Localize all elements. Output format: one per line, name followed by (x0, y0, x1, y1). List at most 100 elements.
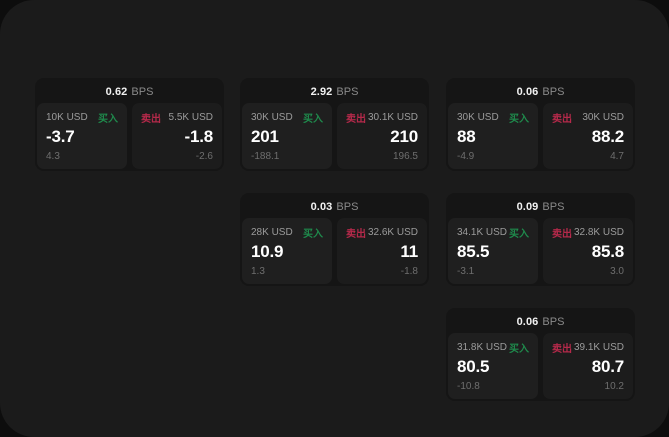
quote-column-2: 2.92 BPS 30K USD 买入 201 -188.1 卖出 (240, 78, 429, 308)
buy-size-label: 31.8K USD (457, 342, 508, 353)
card-header: 2.92 BPS (240, 78, 429, 103)
buy-size-label: 30K USD (457, 112, 499, 123)
sell-delta: 10.2 (604, 381, 624, 392)
buy-panel-header: 10K USD 买入 (46, 111, 118, 125)
buy-panel[interactable]: 31.8K USD 买入 80.5 -10.8 (448, 333, 538, 399)
sell-delta: -2.6 (195, 151, 213, 162)
sell-action-label: 卖出 (552, 229, 572, 240)
sell-price: 11 (400, 242, 418, 261)
sell-price: 88.2 (591, 127, 624, 146)
sell-action-label: 卖出 (141, 114, 161, 125)
buy-price: 201 (251, 127, 279, 146)
card-body: 31.8K USD 买入 80.5 -10.8 卖出 39.1K USD 80.… (446, 333, 635, 401)
bps-unit-label: BPS (542, 201, 565, 213)
bps-value: 0.03 (310, 201, 333, 213)
sell-panel[interactable]: 卖出 32.8K USD 85.8 3.0 (543, 218, 633, 284)
buy-delta: -188.1 (251, 151, 280, 162)
buy-action-label: 买入 (98, 114, 118, 125)
sell-panel[interactable]: 卖出 30.1K USD 210 196.5 (337, 103, 427, 169)
buy-panel-header: 28K USD 买入 (251, 226, 323, 240)
card-header: 0.09 BPS (446, 193, 635, 218)
quote-column-1: 0.62 BPS 10K USD 买入 -3.7 4.3 卖出 (35, 78, 224, 193)
sell-size-label: 5.5K USD (168, 112, 213, 123)
bps-value: 0.06 (516, 316, 539, 328)
quote-card[interactable]: 2.92 BPS 30K USD 买入 201 -188.1 卖出 (240, 78, 429, 171)
quote-card[interactable]: 0.03 BPS 28K USD 买入 10.9 1.3 卖出 (240, 193, 429, 286)
card-body: 30K USD 买入 88 -4.9 卖出 30K USD 88.2 4.7 (446, 103, 635, 171)
buy-delta: -10.8 (457, 381, 480, 392)
bps-value: 0.62 (105, 86, 128, 98)
buy-action-label: 买入 (509, 114, 529, 125)
sell-panel-header: 卖出 39.1K USD (552, 341, 624, 355)
sell-panel[interactable]: 卖出 30K USD 88.2 4.7 (543, 103, 633, 169)
buy-price: 88 (457, 127, 476, 146)
card-body: 30K USD 买入 201 -188.1 卖出 30.1K USD 210 1… (240, 103, 429, 171)
bps-unit-label: BPS (542, 86, 565, 98)
bps-value: 0.06 (516, 86, 539, 98)
buy-delta: 1.3 (251, 266, 265, 277)
sell-size-label: 39.1K USD (573, 342, 624, 353)
sell-panel-header: 卖出 32.8K USD (552, 226, 624, 240)
buy-action-label: 买入 (303, 229, 323, 240)
buy-delta: -3.1 (457, 266, 475, 277)
card-header: 0.06 BPS (446, 308, 635, 333)
sell-delta: -1.8 (400, 266, 418, 277)
bps-unit-label: BPS (336, 201, 359, 213)
sell-panel-header: 卖出 30.1K USD (346, 111, 418, 125)
buy-panel-header: 34.1K USD 买入 (457, 226, 529, 240)
card-body: 10K USD 买入 -3.7 4.3 卖出 5.5K USD -1.8 -2.… (35, 103, 224, 171)
bps-value: 0.09 (516, 201, 539, 213)
sell-action-label: 卖出 (346, 229, 366, 240)
buy-delta: -4.9 (457, 151, 475, 162)
bps-value: 2.92 (310, 86, 333, 98)
sell-price: -1.8 (184, 127, 214, 146)
buy-panel-header: 30K USD 买入 (251, 111, 323, 125)
sell-panel[interactable]: 卖出 5.5K USD -1.8 -2.6 (132, 103, 222, 169)
sell-price: 85.8 (591, 242, 624, 261)
buy-panel[interactable]: 28K USD 买入 10.9 1.3 (242, 218, 332, 284)
buy-size-label: 28K USD (251, 227, 293, 238)
sell-panel-header: 卖出 5.5K USD (141, 111, 213, 125)
buy-size-label: 30K USD (251, 112, 293, 123)
sell-panel-header: 卖出 30K USD (552, 111, 624, 125)
sell-size-label: 30.1K USD (367, 112, 418, 123)
sell-delta: 196.5 (392, 151, 418, 162)
buy-action-label: 买入 (509, 229, 529, 240)
buy-action-label: 买入 (509, 344, 529, 355)
sell-size-label: 32.6K USD (367, 227, 418, 238)
bps-unit-label: BPS (336, 86, 359, 98)
sell-action-label: 卖出 (552, 344, 572, 355)
sell-delta: 4.7 (610, 151, 624, 162)
sell-action-label: 卖出 (346, 114, 366, 125)
quote-card[interactable]: 0.06 BPS 30K USD 买入 88 -4.9 卖出 (446, 78, 635, 171)
quote-board: 0.62 BPS 10K USD 买入 -3.7 4.3 卖出 (35, 78, 635, 401)
card-body: 34.1K USD 买入 85.5 -3.1 卖出 32.8K USD 85.8… (446, 218, 635, 286)
sell-panel[interactable]: 卖出 32.6K USD 11 -1.8 (337, 218, 427, 284)
quote-column-3: 0.06 BPS 30K USD 买入 88 -4.9 卖出 (446, 78, 635, 423)
buy-size-label: 10K USD (46, 112, 88, 123)
card-header: 0.62 BPS (35, 78, 224, 103)
buy-panel[interactable]: 34.1K USD 买入 85.5 -3.1 (448, 218, 538, 284)
buy-price: 80.5 (457, 357, 490, 376)
bps-unit-label: BPS (131, 86, 154, 98)
sell-price: 80.7 (591, 357, 624, 376)
bps-unit-label: BPS (542, 316, 565, 328)
quote-card[interactable]: 0.62 BPS 10K USD 买入 -3.7 4.3 卖出 (35, 78, 224, 171)
sell-panel-header: 卖出 32.6K USD (346, 226, 418, 240)
sell-panel[interactable]: 卖出 39.1K USD 80.7 10.2 (543, 333, 633, 399)
buy-price: 85.5 (457, 242, 490, 261)
card-header: 0.06 BPS (446, 78, 635, 103)
sell-size-label: 32.8K USD (573, 227, 624, 238)
buy-panel[interactable]: 30K USD 买入 88 -4.9 (448, 103, 538, 169)
sell-delta: 3.0 (610, 266, 624, 277)
sell-price: 210 (390, 127, 418, 146)
sell-action-label: 卖出 (552, 114, 572, 125)
sell-size-label: 30K USD (582, 112, 624, 123)
quote-card[interactable]: 0.06 BPS 31.8K USD 买入 80.5 -10.8 卖 (446, 308, 635, 401)
buy-panel[interactable]: 10K USD 买入 -3.7 4.3 (37, 103, 127, 169)
quote-card[interactable]: 0.09 BPS 34.1K USD 买入 85.5 -3.1 卖出 (446, 193, 635, 286)
buy-price: -3.7 (46, 127, 75, 146)
buy-panel[interactable]: 30K USD 买入 201 -188.1 (242, 103, 332, 169)
buy-size-label: 34.1K USD (457, 227, 508, 238)
